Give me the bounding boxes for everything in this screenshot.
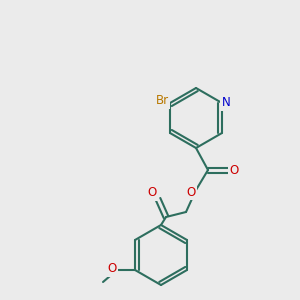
Text: O: O	[147, 187, 157, 200]
Text: O: O	[230, 164, 238, 176]
Text: O: O	[107, 262, 117, 275]
Text: N: N	[222, 97, 230, 110]
Text: O: O	[186, 185, 196, 199]
Text: Br: Br	[155, 94, 169, 107]
